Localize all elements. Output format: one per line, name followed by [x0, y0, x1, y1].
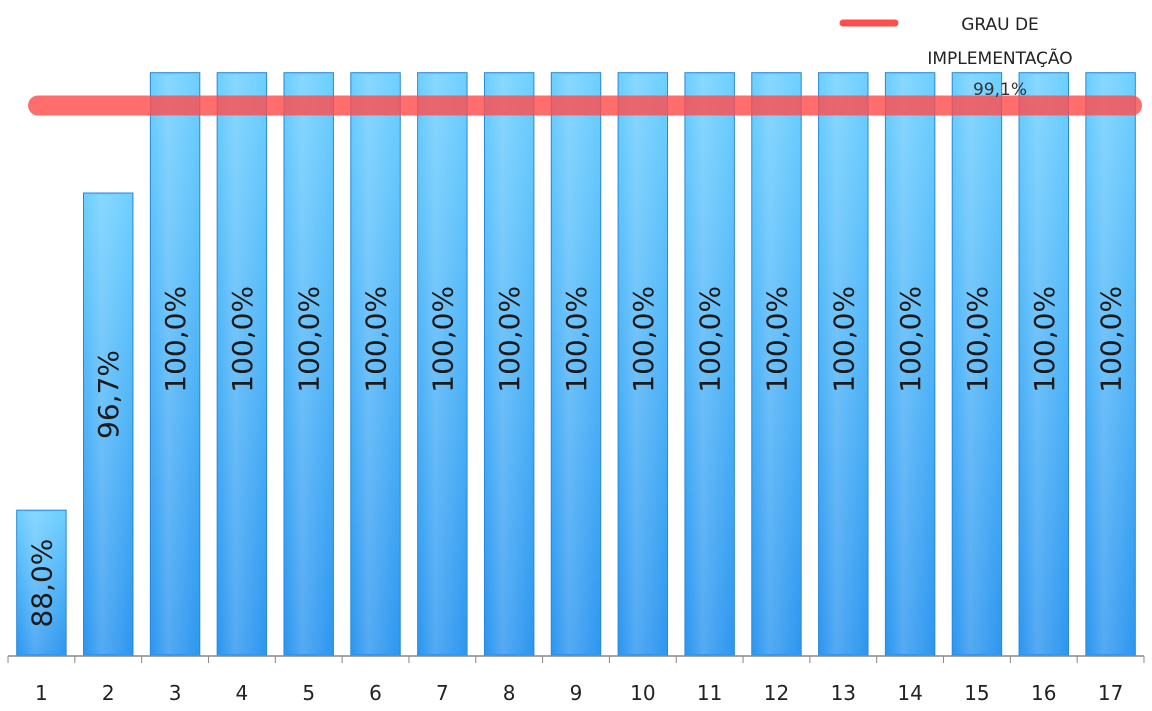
bar-highlight: [1087, 74, 1134, 654]
bar-group: 100,0%: [751, 72, 802, 657]
bar-highlight: [686, 74, 733, 654]
legend-label-line-1: GRAU DE: [961, 15, 1039, 35]
bar-highlight: [1021, 74, 1067, 654]
bar-highlight: [285, 74, 332, 654]
bar-highlight: [152, 74, 198, 654]
line-value-label: 99,1%: [973, 80, 1027, 100]
bar-data-label: 100,0%: [159, 286, 192, 393]
bar-group: 100,0%: [350, 72, 401, 657]
x-tick-label: 11: [697, 681, 722, 705]
bar-highlight: [219, 74, 265, 654]
bar-group: 100,0%: [1085, 72, 1136, 657]
x-tick-label: 4: [236, 681, 249, 705]
x-tick-label: 5: [302, 681, 315, 705]
x-tick-label: 12: [764, 681, 789, 705]
bar-highlight: [753, 74, 800, 654]
x-tick-label: 6: [369, 681, 382, 705]
x-tick-label: 10: [630, 681, 655, 705]
x-tick-label: 7: [436, 681, 449, 705]
x-tick-label: 15: [964, 681, 989, 705]
x-tick-label: 8: [503, 681, 516, 705]
bar-group: 100,0%: [550, 72, 602, 657]
bar-highlight: [887, 74, 933, 654]
bar-group: 100,0%: [884, 72, 936, 657]
bar-data-label: 96,7%: [92, 350, 125, 439]
bar-group: 100,0%: [818, 72, 869, 657]
bar-data-label: 100,0%: [226, 286, 259, 393]
legend-label-line-2: IMPLEMENTAÇÃO: [927, 47, 1072, 69]
bar-data-label: 100,0%: [560, 286, 593, 393]
bar-group: 100,0%: [417, 72, 468, 657]
bar-highlight: [352, 74, 399, 654]
bar-highlight: [419, 74, 466, 654]
x-tick-label: 1: [35, 681, 48, 705]
bar-highlight: [620, 74, 666, 654]
x-tick-label: 17: [1098, 681, 1123, 705]
bar-data-label: 100,0%: [293, 286, 326, 393]
x-tick-label: 13: [831, 681, 856, 705]
bar-group: 100,0%: [149, 72, 201, 657]
bar-group: 100,0%: [283, 72, 334, 657]
bar-highlight: [820, 74, 867, 654]
legend: GRAU DE IMPLEMENTAÇÃO: [839, 15, 1073, 69]
bar-highlight: [553, 74, 599, 654]
x-tick-label: 9: [570, 681, 583, 705]
bar-data-label: 100,0%: [894, 286, 927, 393]
bar-data-label: 100,0%: [961, 286, 994, 393]
bar-group: 100,0%: [684, 72, 735, 657]
bar-data-label: 100,0%: [426, 286, 459, 393]
bar-group: 96,7%: [83, 192, 134, 657]
bar-group: 100,0%: [951, 72, 1003, 657]
x-tick-label: 14: [897, 681, 922, 705]
bar-data-label: 100,0%: [360, 286, 393, 393]
bar-group: 88,0%: [16, 509, 67, 657]
bar-data-label: 100,0%: [627, 286, 660, 393]
bar-data-label: 100,0%: [1028, 286, 1061, 393]
x-tick-label: 16: [1031, 681, 1056, 705]
bar-data-label: 100,0%: [1095, 286, 1128, 393]
bar-data-label: 100,0%: [827, 286, 860, 393]
bar-highlight: [486, 74, 532, 654]
bar-highlight: [85, 194, 131, 654]
bar-data-label: 100,0%: [493, 286, 526, 393]
bar-group: 100,0%: [1018, 72, 1069, 657]
x-tick-label: 3: [169, 681, 182, 705]
bar-group: 100,0%: [617, 72, 669, 657]
bar-data-label: 100,0%: [694, 286, 727, 393]
bar-group: 100,0%: [483, 72, 535, 657]
x-tick-label: 2: [102, 681, 115, 705]
bar-group: 100,0%: [216, 72, 268, 657]
bar-data-label: 88,0%: [25, 539, 58, 628]
bar-highlight: [954, 74, 1000, 654]
bar-highlight: [18, 512, 65, 654]
bar-data-label: 100,0%: [760, 286, 793, 393]
